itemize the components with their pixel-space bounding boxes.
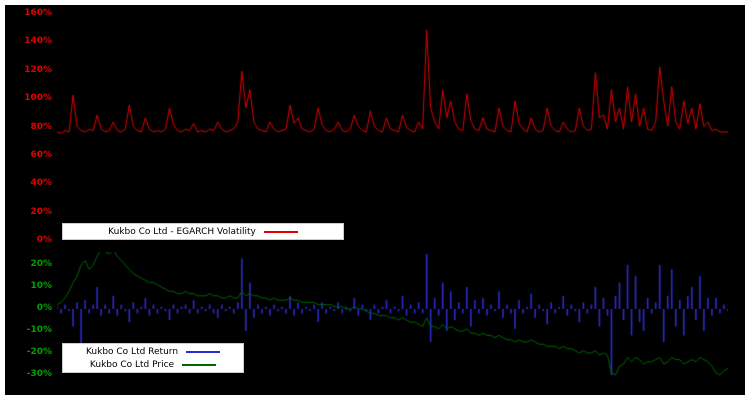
y-tick-label: 20% [30, 259, 52, 269]
y-tick-label: -20% [26, 347, 52, 357]
y-tick-label: 0% [36, 303, 52, 313]
y-tick-label: 80% [30, 122, 52, 132]
y-tick-label: -30% [26, 369, 52, 379]
y-tick-label: 0% [36, 235, 52, 245]
legend-row: Kukbo Co Ltd - EGARCH Volatility [63, 225, 343, 238]
y-tick-label: 140% [24, 36, 52, 46]
y-tick-label: 100% [24, 93, 52, 103]
return-legend-label: Kukbo Co Ltd Return [85, 346, 179, 357]
volatility-legend: Kukbo Co Ltd - EGARCH Volatility [62, 223, 344, 240]
y-tick-label: 10% [30, 281, 52, 291]
y-tick-label: 20% [30, 207, 52, 217]
volatility-legend-label: Kukbo Co Ltd - EGARCH Volatility [108, 226, 256, 237]
red-line-sample-icon [263, 230, 298, 233]
return-price-legend: Kukbo Co Ltd Return Kukbo Co Ltd Price [62, 343, 244, 373]
y-tick-label: -10% [26, 325, 52, 335]
blue-line-sample-icon [186, 350, 221, 353]
y-tick-label: 120% [24, 65, 52, 75]
legend-row: Kukbo Co Ltd Return [63, 345, 243, 358]
y-tick-label: 60% [30, 150, 52, 160]
legend-row: Kukbo Co Ltd Price [63, 358, 243, 371]
y-tick-label: 40% [30, 178, 52, 188]
price-legend-label: Kukbo Co Ltd Price [89, 359, 175, 370]
volatility-line-chart [57, 12, 728, 242]
green-line-sample-icon [182, 363, 217, 366]
y-tick-label: 160% [24, 8, 52, 18]
